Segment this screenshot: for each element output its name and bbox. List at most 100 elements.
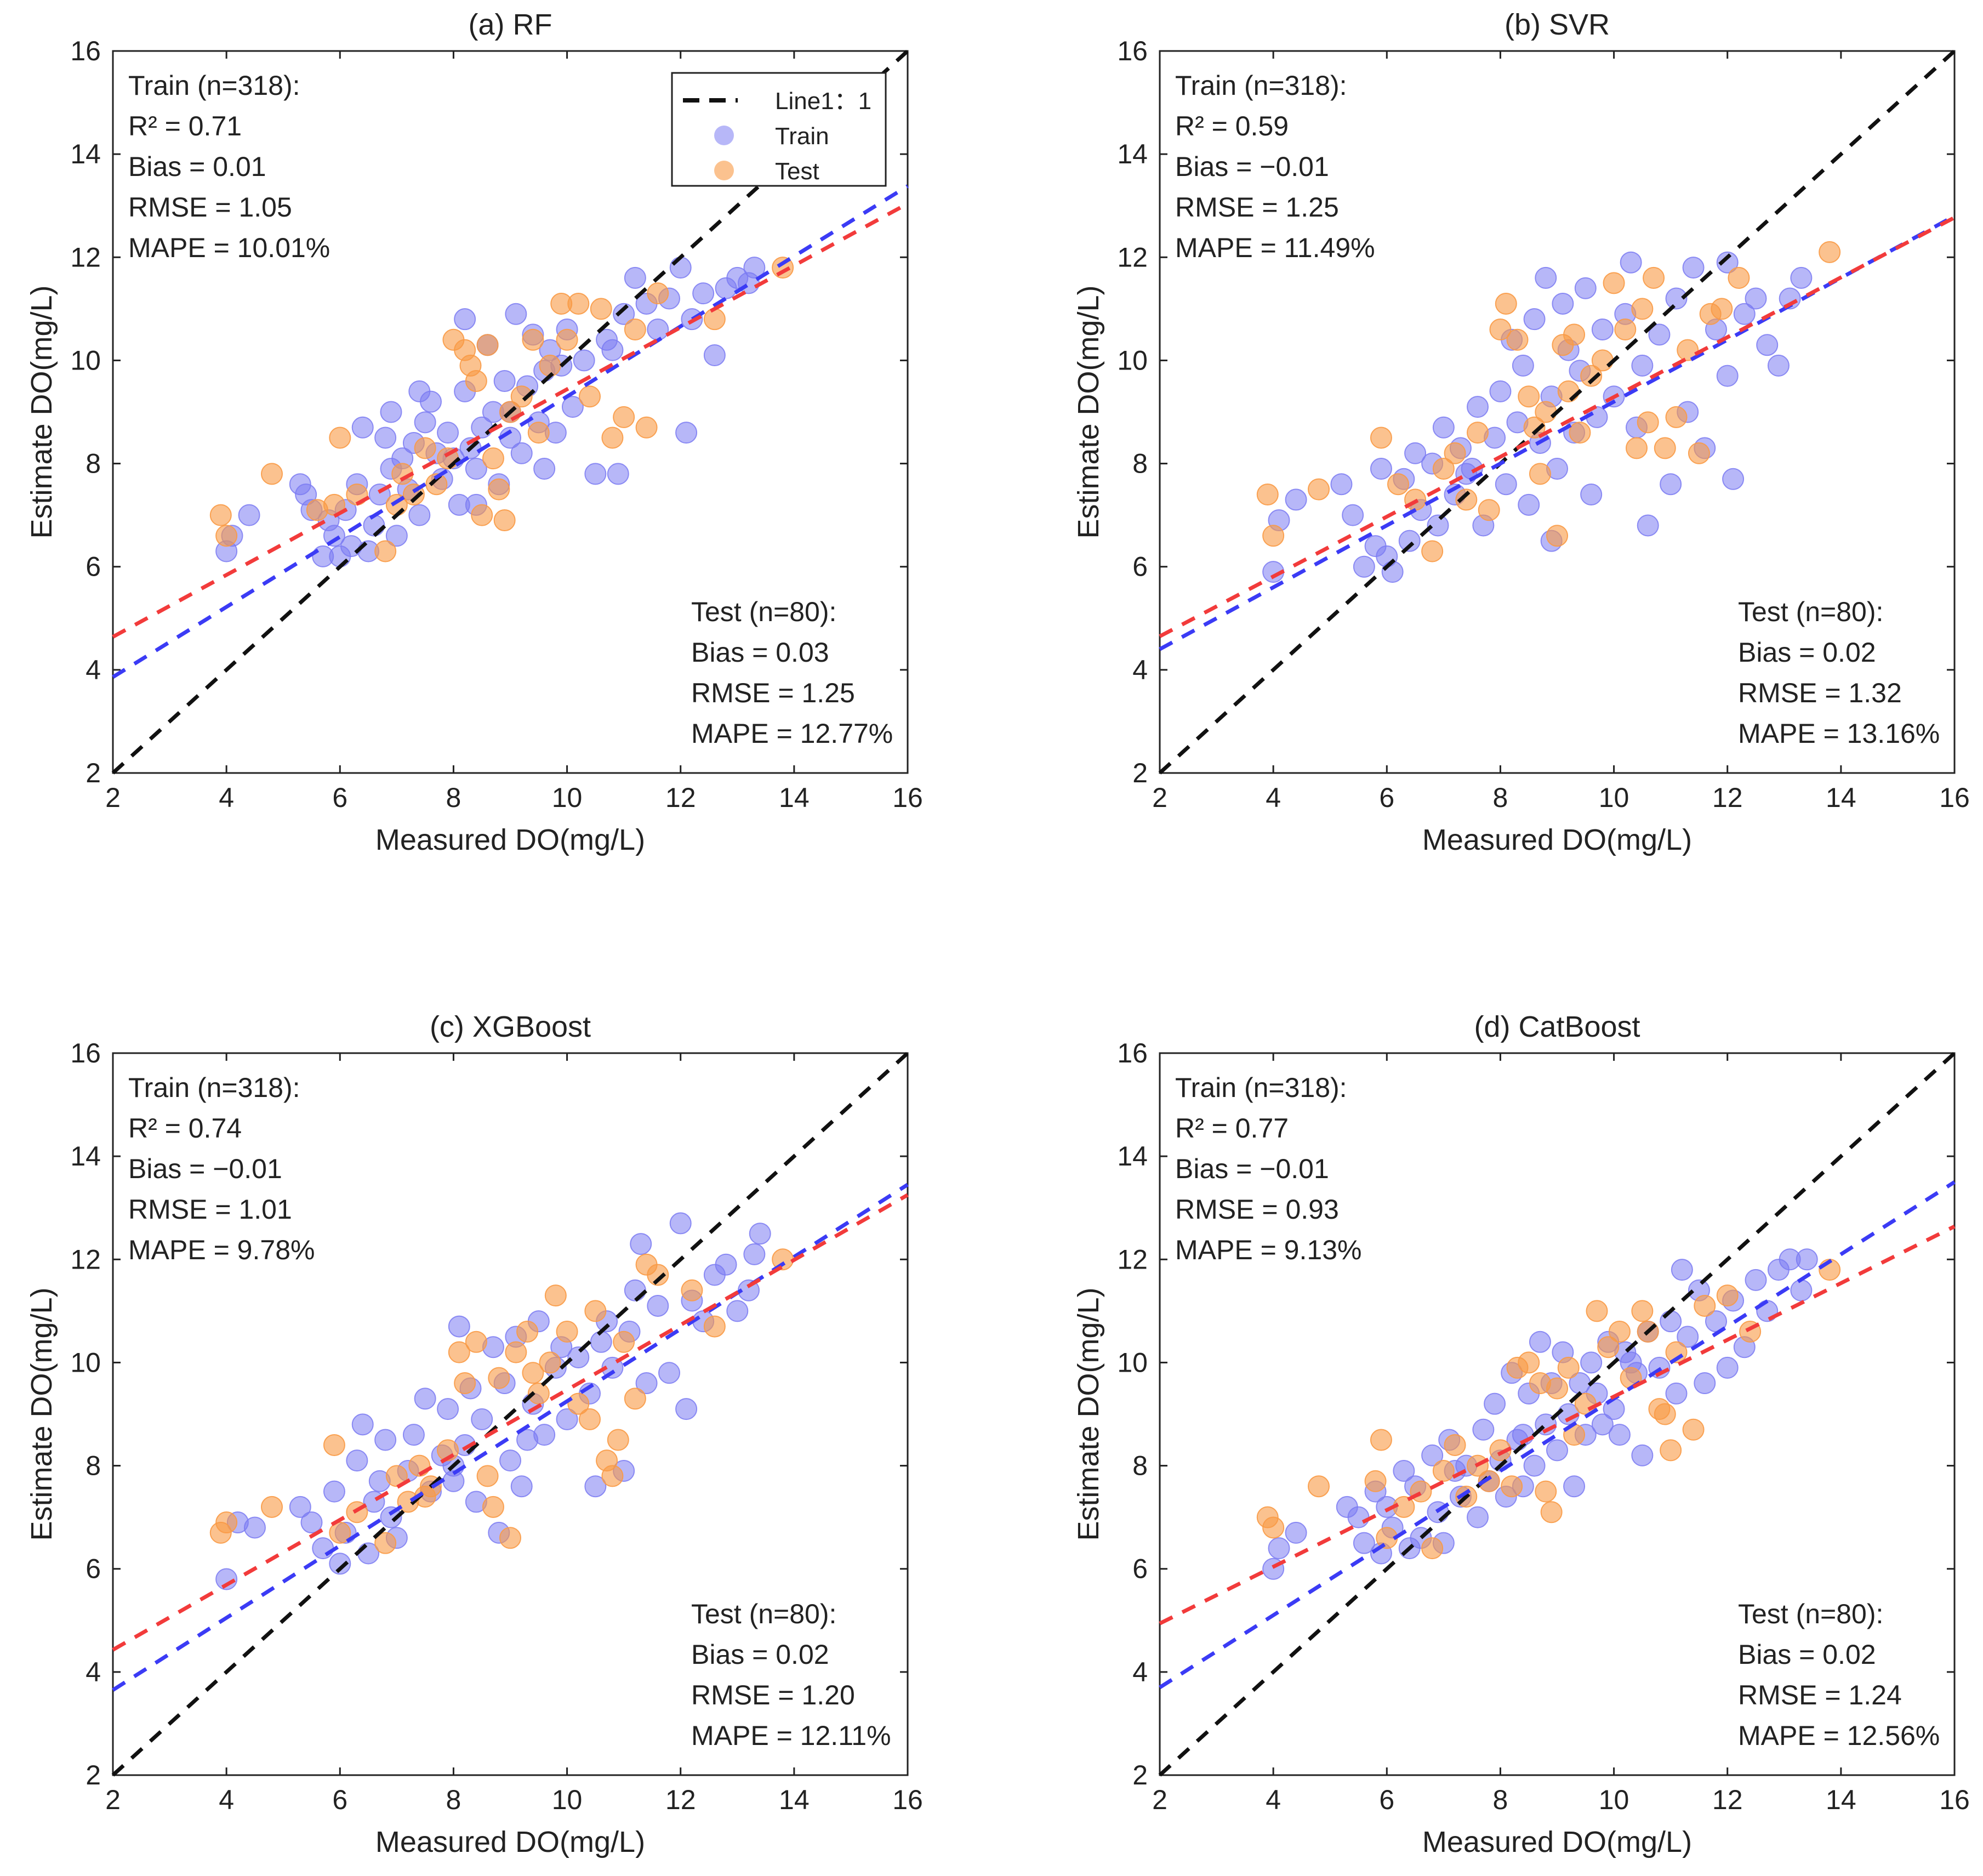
train-point xyxy=(1631,1444,1654,1466)
test-stat-line: RMSE = 1.20 xyxy=(691,1680,855,1710)
y-axis-label: Estimate DO(mg/L) xyxy=(1072,285,1105,538)
train-point xyxy=(374,1429,397,1451)
train-point xyxy=(1404,442,1427,464)
y-tick-label: 12 xyxy=(1117,1244,1148,1275)
train-point xyxy=(1694,1372,1716,1395)
train-point xyxy=(584,1475,607,1498)
train-point xyxy=(647,1294,669,1317)
train-point xyxy=(493,370,516,393)
test-point xyxy=(323,1434,345,1456)
test-point xyxy=(1580,365,1603,387)
train-point xyxy=(1523,308,1546,331)
test-point xyxy=(1614,318,1637,340)
train-point xyxy=(1733,303,1756,325)
train-point xyxy=(1546,1439,1568,1462)
test-point xyxy=(465,1331,487,1353)
test-point xyxy=(703,308,726,331)
x-tick-label: 4 xyxy=(1266,1784,1281,1815)
x-tick-label: 6 xyxy=(332,782,347,813)
test-point xyxy=(522,1362,544,1384)
x-tick-label: 2 xyxy=(105,782,121,813)
test-stat-line: MAPE = 12.56% xyxy=(1738,1720,1940,1751)
train-point xyxy=(1427,514,1449,537)
test-point xyxy=(624,1388,646,1410)
panel-c-xgboost: (c) XGBoost 2 4 6 8 10 12 14 16 2 4 6 8 10 12 14 16 Meas… xyxy=(25,1010,923,1858)
train-point xyxy=(414,1388,436,1410)
train-stat-line: MAPE = 11.49% xyxy=(1175,232,1375,263)
y-tick-label: 6 xyxy=(86,552,101,582)
test-point xyxy=(522,328,544,351)
test-point xyxy=(488,478,510,501)
y-tick-label: 4 xyxy=(1132,1657,1148,1687)
train-point xyxy=(1682,257,1705,279)
test-stat-line: Test (n=80): xyxy=(1738,1599,1883,1629)
train-point xyxy=(556,1408,578,1430)
y-tick-label: 4 xyxy=(1132,655,1148,685)
test-point xyxy=(1586,1300,1608,1322)
train-stat-line: R² = 0.59 xyxy=(1175,111,1289,141)
test-point xyxy=(1506,328,1529,351)
test-point xyxy=(261,463,283,485)
test-stat-line: Test (n=80): xyxy=(1738,596,1883,627)
y-tick-label: 2 xyxy=(1132,1760,1148,1790)
test-point xyxy=(1535,1480,1557,1503)
train-point xyxy=(329,1553,351,1575)
train-point xyxy=(1268,1537,1290,1560)
train-stat-line: RMSE = 1.01 xyxy=(128,1194,292,1225)
test-point xyxy=(556,1320,578,1343)
train-stat-line: RMSE = 1.25 xyxy=(1175,192,1339,223)
x-tick-label: 16 xyxy=(1939,1784,1970,1815)
test-point xyxy=(1694,1294,1716,1317)
test-fit-line xyxy=(1159,1224,1956,1625)
train-point xyxy=(437,1398,459,1420)
x-tick-label: 4 xyxy=(1266,782,1281,813)
test-point xyxy=(329,427,351,449)
train-point xyxy=(1665,1382,1688,1405)
test-point xyxy=(1421,1537,1444,1560)
test-point xyxy=(556,328,578,351)
test-point xyxy=(374,540,397,562)
test-point xyxy=(1529,463,1551,485)
train-point xyxy=(300,1511,323,1534)
test-point xyxy=(1262,525,1285,547)
test-stat-line: RMSE = 1.24 xyxy=(1738,1680,1902,1710)
test-point xyxy=(1716,1284,1739,1307)
test-point xyxy=(1546,1377,1568,1400)
test-point xyxy=(539,1351,561,1374)
train-point xyxy=(1552,292,1574,315)
train-point xyxy=(601,339,624,361)
train-point xyxy=(374,427,397,449)
test-stat-line: Test (n=80): xyxy=(691,596,836,627)
x-tick-label: 16 xyxy=(892,782,923,813)
train-stat-line: R² = 0.71 xyxy=(128,111,242,141)
test-point xyxy=(607,1429,629,1451)
legend-line-label: Line1：1 xyxy=(775,88,871,115)
test-point xyxy=(1711,298,1733,320)
y-tick-label: 16 xyxy=(70,36,101,66)
test-stat-line: RMSE = 1.25 xyxy=(691,678,855,708)
test-point xyxy=(1444,1434,1466,1456)
test-stat-line: Test (n=80): xyxy=(691,1599,836,1629)
test-point xyxy=(1489,318,1512,340)
test-point xyxy=(584,1300,607,1322)
train-point xyxy=(1591,1413,1614,1436)
test-point xyxy=(527,1382,550,1405)
x-tick-label: 8 xyxy=(1493,782,1508,813)
train-point xyxy=(624,266,646,289)
x-tick-label: 8 xyxy=(1493,1784,1508,1815)
y-tick-label: 14 xyxy=(70,1141,101,1172)
train-point xyxy=(584,463,607,485)
x-tick-label: 4 xyxy=(219,782,234,813)
test-point xyxy=(1308,1475,1330,1498)
train-point xyxy=(1518,493,1540,516)
train-point xyxy=(1637,514,1659,537)
train-point xyxy=(1631,354,1654,377)
train-stat-line: Train (n=318): xyxy=(128,70,300,101)
test-point xyxy=(624,318,646,340)
train-stat-line: R² = 0.74 xyxy=(128,1113,242,1144)
test-point xyxy=(544,1284,567,1307)
test-point xyxy=(1495,292,1517,315)
train-point xyxy=(1796,1248,1818,1271)
x-tick-label: 8 xyxy=(446,1784,461,1815)
